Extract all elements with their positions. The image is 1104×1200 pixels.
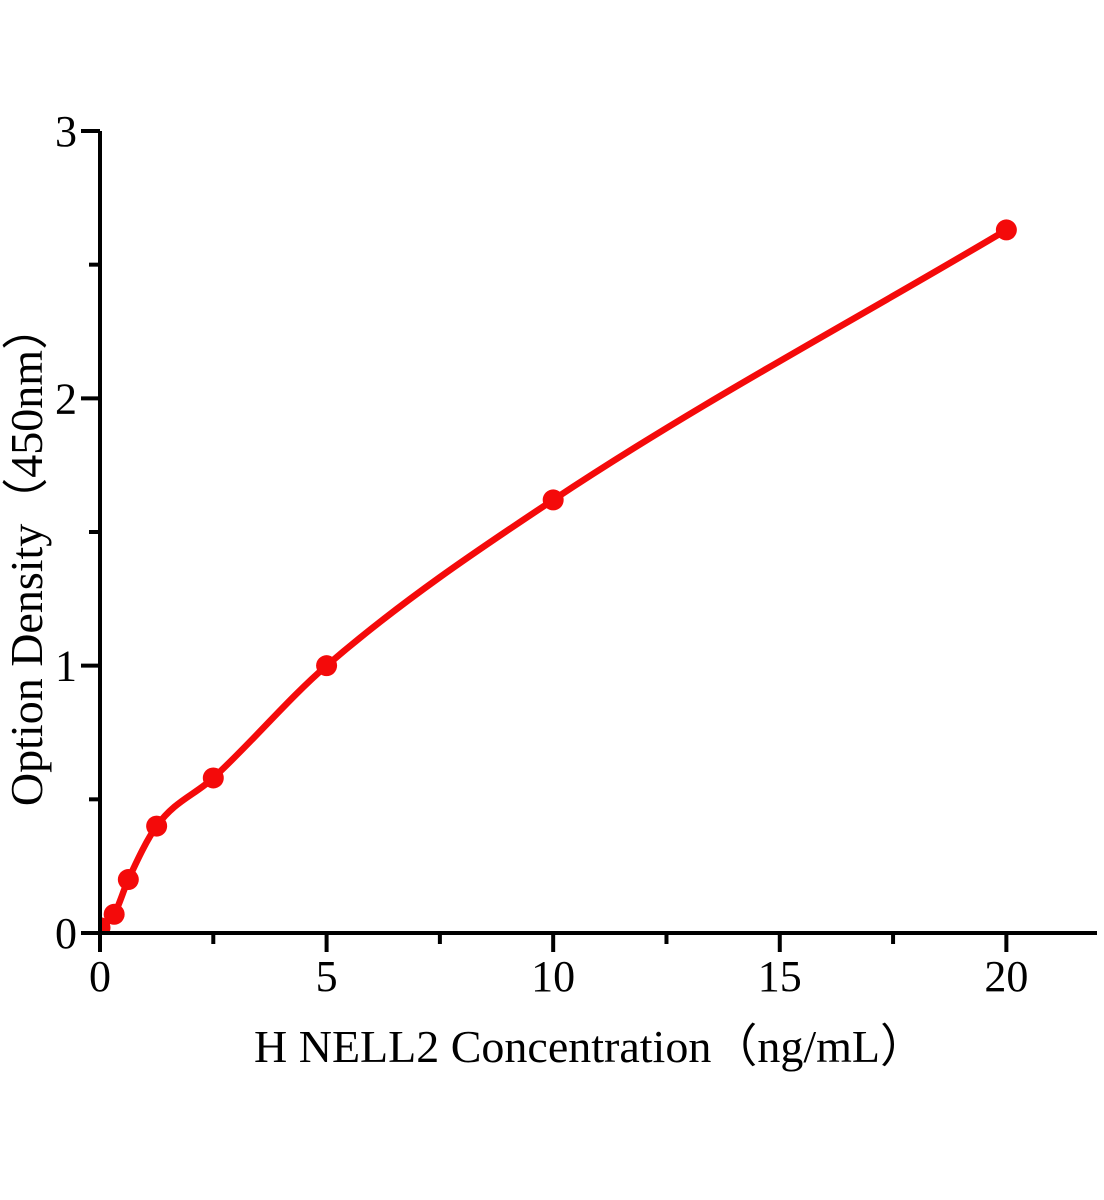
- x-axis-title: H NELL2 Concentration（ng/mL）: [254, 1021, 926, 1072]
- data-point-marker: [146, 815, 168, 837]
- y-tick-label: 3: [55, 107, 77, 156]
- axes-layer: 0 5 10 15 20 0 1 2 3: [55, 107, 1097, 1001]
- x-tick-label: 0: [89, 952, 111, 1001]
- x-tick-label: 15: [758, 952, 802, 1001]
- y-tick-label: 1: [55, 642, 77, 691]
- data-point-marker: [995, 219, 1017, 241]
- y-tick-label: 0: [55, 909, 77, 958]
- y-tick-label: 2: [55, 374, 77, 423]
- data-point-marker: [202, 767, 224, 789]
- data-point-marker: [103, 903, 125, 925]
- data-point-marker: [101, 917, 111, 931]
- x-tick-label: 10: [531, 952, 575, 1001]
- x-tick-label: 5: [316, 952, 338, 1001]
- data-point-marker: [117, 869, 139, 891]
- y-axis-title: Option Density（450nm）: [1, 304, 52, 806]
- x-tick-label: 20: [984, 952, 1028, 1001]
- data-point-marker: [316, 655, 338, 677]
- data-series-layer: [101, 219, 1017, 931]
- data-point-marker: [542, 489, 564, 511]
- standard-curve-line: [101, 226, 1010, 931]
